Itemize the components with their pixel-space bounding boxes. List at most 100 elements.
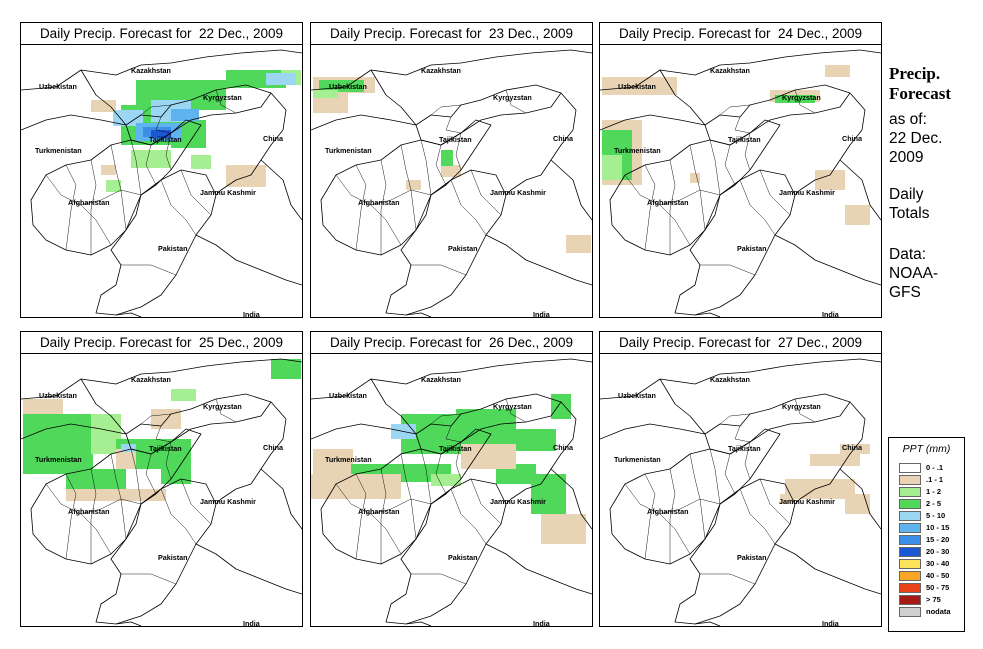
precip-cell — [566, 235, 591, 253]
data-line: NOAA- — [889, 265, 939, 282]
precip-cell — [541, 514, 586, 544]
province-line — [724, 144, 736, 186]
legend-swatch — [899, 487, 921, 497]
province-line — [644, 473, 656, 560]
precip-cell — [113, 110, 143, 126]
province-line — [130, 139, 142, 196]
province-line — [505, 89, 527, 114]
province-line — [80, 513, 112, 555]
country-label-jammu-kashmir: Jammu Kashmir — [779, 188, 835, 197]
precip-cell — [66, 489, 166, 501]
province-line — [400, 453, 417, 540]
central-asia-border — [415, 393, 562, 455]
province-line — [659, 513, 691, 555]
forecast-panel: Daily Precip. Forecast for 25 Dec., 2009… — [20, 331, 303, 627]
country-label-turkmenistan: Turkmenistan — [614, 146, 661, 155]
uzbekistan-border — [659, 69, 706, 126]
sidebar-title-line: Precip. — [889, 64, 941, 83]
precip-cell — [226, 165, 266, 187]
precip-cell — [785, 479, 855, 499]
precip-cell — [151, 130, 171, 138]
province-line — [659, 204, 691, 246]
country-label-turkmenistan: Turkmenistan — [325, 455, 372, 464]
province-line — [160, 488, 197, 545]
india-border — [774, 234, 881, 286]
kashmir-border — [550, 159, 592, 221]
forecast-panel: Daily Precip. Forecast for 24 Dec., 2009… — [599, 22, 882, 318]
panel-title: Daily Precip. Forecast for 22 Dec., 2009 — [21, 23, 302, 45]
uzbek-turkmen-border — [311, 114, 417, 131]
province-lines — [45, 398, 237, 585]
panel-title: Daily Precip. Forecast for 25 Dec., 2009 — [21, 332, 302, 354]
kashmir-border — [839, 159, 881, 221]
country-label-pakistan: Pakistan — [737, 244, 767, 253]
legend-label: 15 - 20 — [926, 535, 950, 544]
legend-label: .1 - 1 — [926, 475, 944, 484]
province-line — [355, 164, 367, 251]
legend-swatch — [899, 607, 921, 617]
precip-overlay — [23, 359, 301, 501]
province-line — [380, 468, 387, 564]
precip-cell — [151, 409, 181, 429]
province-line — [400, 144, 417, 231]
precip-overlay — [91, 70, 301, 192]
china-border — [215, 401, 287, 505]
legend-label: nodata — [926, 607, 951, 616]
country-label-india: India — [822, 310, 840, 317]
panel-title: Daily Precip. Forecast for 24 Dec., 2009 — [600, 23, 881, 45]
legend-swatch — [899, 595, 921, 605]
province-line — [90, 468, 97, 564]
province-line — [739, 488, 776, 545]
province-line — [355, 473, 367, 560]
precip-cell — [131, 150, 171, 168]
province-line — [110, 453, 127, 540]
province-line — [335, 483, 432, 515]
country-label-turkmenistan: Turkmenistan — [614, 455, 661, 464]
uzbekistan-border — [659, 378, 706, 435]
india-border — [485, 543, 592, 595]
legend-label: 20 - 30 — [926, 547, 950, 556]
province-line — [709, 448, 721, 505]
legend-swatch — [899, 475, 921, 485]
precip-cell — [775, 95, 815, 103]
precip-cell — [825, 65, 850, 77]
precip-overlay — [780, 444, 870, 514]
country-label-jammu-kashmir: Jammu Kashmir — [490, 497, 546, 506]
precip-cell — [810, 454, 860, 466]
precip-cell — [441, 165, 461, 177]
province-line — [90, 159, 97, 255]
precip-cell — [815, 170, 845, 190]
province-line — [470, 478, 502, 525]
country-label-tajikistan: Tajikistan — [728, 444, 761, 453]
kashmir-border — [260, 159, 302, 221]
country-label-india: India — [533, 619, 551, 626]
legend-swatch — [899, 511, 921, 521]
province-line — [719, 413, 751, 425]
country-label-uzbekistan: Uzbekistan — [618, 82, 656, 91]
province-line — [739, 179, 776, 236]
legend-swatch — [899, 571, 921, 581]
legend-label: 5 - 10 — [926, 511, 946, 520]
panel-title: Daily Precip. Forecast for 27 Dec., 2009 — [600, 332, 881, 354]
legend-label: 30 - 40 — [926, 559, 950, 568]
precip-cell — [271, 359, 301, 379]
province-line — [700, 264, 756, 276]
uzbekistan-border — [80, 69, 127, 126]
province-line — [709, 139, 721, 196]
precip-cell — [441, 150, 453, 166]
precip-map: Kazakhstan Uzbekistan Kyrgyzstan Tajikistan… — [21, 49, 302, 317]
map-labels: Kazakhstan Uzbekistan Kyrgyzstan Tajikistan… — [35, 375, 284, 626]
map-labels: Kazakhstan Uzbekistan Kyrgyzstan Tajikistan… — [614, 375, 863, 626]
kashmir-border — [260, 468, 302, 530]
as-of-line: as of: — [889, 111, 927, 128]
province-line — [794, 89, 816, 114]
india-border — [195, 543, 302, 595]
legend-swatch — [899, 463, 921, 473]
country-label-china: China — [842, 134, 863, 143]
country-label-tajikistan: Tajikistan — [728, 135, 761, 144]
country-label-china: China — [263, 443, 284, 452]
india-border — [195, 234, 302, 286]
precip-cell — [106, 180, 121, 192]
legend-title: PPT (mm) — [902, 443, 951, 455]
legend-label: 50 - 75 — [926, 583, 950, 592]
